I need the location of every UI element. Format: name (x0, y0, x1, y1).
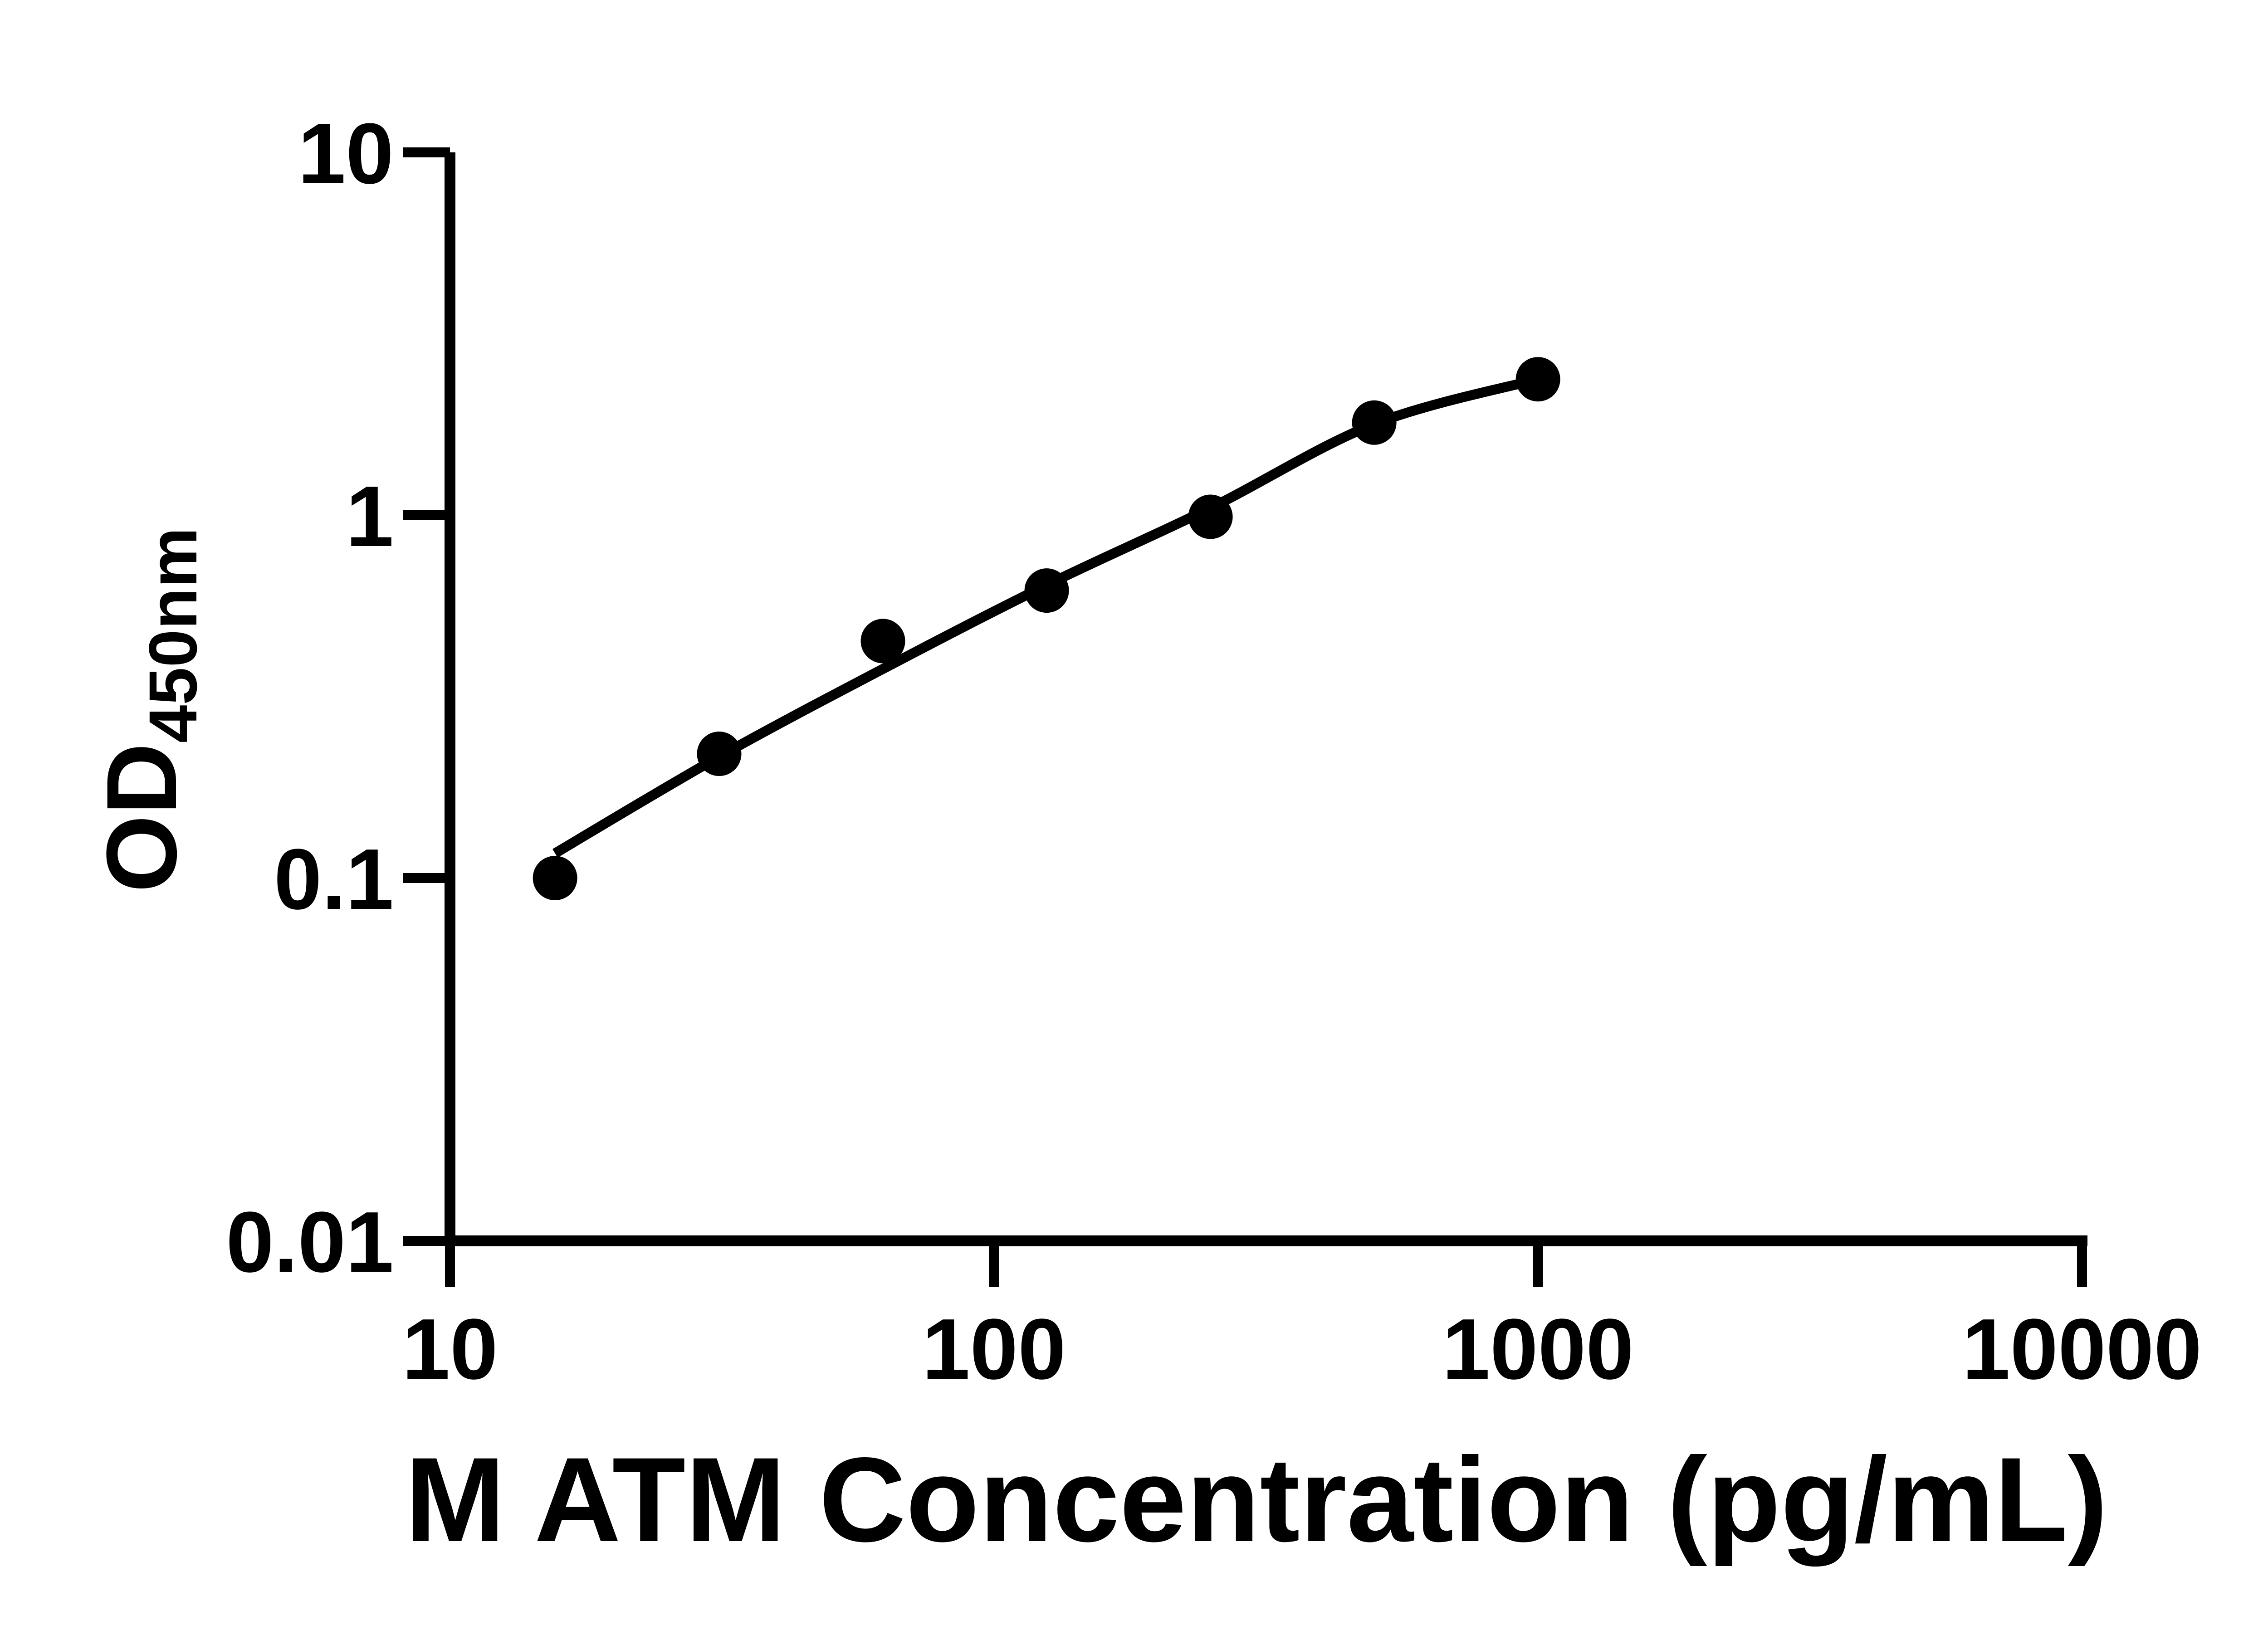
y-tick-label: 0.1 (274, 831, 394, 927)
fit-curve-line (552, 374, 1540, 858)
x-tick-label: 100 (922, 1301, 1066, 1397)
x-axis-title: M ATM Concentration (pg/mL) (405, 1433, 2108, 1567)
data-point (1515, 357, 1560, 402)
data-point (533, 856, 577, 900)
data-point (697, 732, 742, 776)
x-axis-tick-labels: 10 100 1000 10000 (402, 1301, 2202, 1397)
x-axis-ticks (445, 1241, 2087, 1287)
y-axis-title: OD450nm (86, 527, 211, 893)
y-axis-title-subscript: 450nm (135, 527, 211, 743)
x-tick-label: 1000 (1442, 1301, 1634, 1397)
data-point (860, 619, 905, 664)
y-axis-title-main: OD (86, 743, 197, 893)
x-tick-label: 10 (402, 1301, 498, 1397)
x-tick-label: 10000 (1962, 1301, 2202, 1397)
y-tick-label: 1 (346, 469, 394, 565)
data-point (1188, 494, 1233, 539)
data-point (1024, 568, 1069, 613)
y-axis-tick-labels: 10 1 0.1 0.01 (226, 106, 394, 1290)
data-point (1352, 400, 1397, 445)
y-axis-ticks (403, 147, 450, 1246)
y-tick-label: 10 (298, 106, 394, 202)
y-tick-label: 0.01 (226, 1194, 394, 1290)
data-point-markers (533, 357, 1560, 900)
